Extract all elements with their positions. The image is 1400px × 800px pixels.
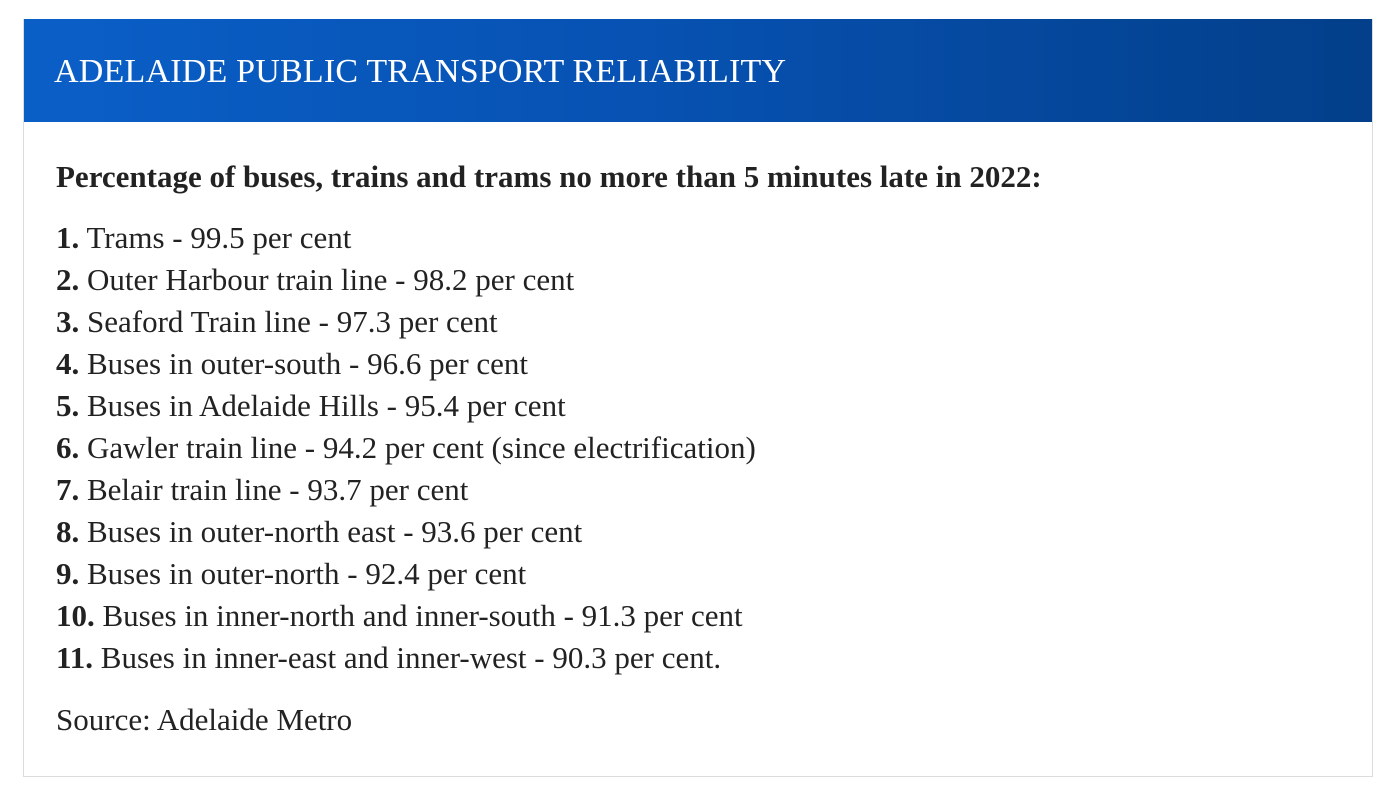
item-text: Buses in outer-north - 92.4 per cent (79, 556, 527, 591)
list-item: 2. Outer Harbour train line - 98.2 per c… (56, 259, 1340, 301)
item-number: 7. (56, 472, 80, 507)
card-title: ADELAIDE PUBLIC TRANSPORT RELIABILITY (54, 53, 787, 90)
list-item: 8. Buses in outer-north east - 93.6 per … (56, 511, 1340, 553)
list-item: 9. Buses in outer-north - 92.4 per cent (56, 553, 1340, 595)
intro-text: Percentage of buses, trains and trams no… (56, 159, 1042, 194)
item-text: Buses in Adelaide Hills - 95.4 per cent (79, 388, 566, 423)
list-item: 7. Belair train line - 93.7 per cent (56, 469, 1340, 511)
item-number: 10. (56, 598, 95, 633)
item-number: 8. (56, 514, 80, 549)
item-number: 9. (56, 556, 80, 591)
item-text: Buses in outer-south - 96.6 per cent (79, 346, 529, 381)
source-credit: Source: Adelaide Metro (56, 702, 353, 737)
item-text: Gawler train line - 94.2 per cent (since… (79, 430, 756, 465)
item-text: Seaford Train line - 97.3 per cent (79, 304, 498, 339)
item-number: 11. (56, 640, 94, 675)
list-item: 11. Buses in inner-east and inner-west -… (56, 637, 1340, 679)
item-number: 5. (56, 388, 80, 423)
item-number: 2. (56, 262, 80, 297)
item-number: 3. (56, 304, 80, 339)
list-item: 6. Gawler train line - 94.2 per cent (si… (56, 427, 1340, 469)
item-text: Outer Harbour train line - 98.2 per cent (79, 262, 575, 297)
item-text: Trams - 99.5 per cent (79, 220, 352, 255)
list-item: 5. Buses in Adelaide Hills - 95.4 per ce… (56, 385, 1340, 427)
item-text: Buses in outer-north east - 93.6 per cen… (79, 514, 583, 549)
reliability-list: 1. Trams - 99.5 per cent 2. Outer Harbou… (56, 196, 1340, 679)
list-item: 3. Seaford Train line - 97.3 per cent (56, 301, 1340, 343)
list-item: 4. Buses in outer-south - 96.6 per cent (56, 343, 1340, 385)
item-text: Buses in inner-east and inner-west - 90.… (93, 640, 722, 675)
card-body: Percentage of buses, trains and trams no… (24, 122, 1372, 741)
list-item: 1. Trams - 99.5 per cent (56, 217, 1340, 259)
item-number: 1. (56, 220, 80, 255)
item-text: Belair train line - 93.7 per cent (79, 472, 469, 507)
item-text: Buses in inner-north and inner-south - 9… (94, 598, 743, 633)
card-header: ADELAIDE PUBLIC TRANSPORT RELIABILITY (24, 19, 1372, 122)
item-number: 6. (56, 430, 80, 465)
list-item: 10. Buses in inner-north and inner-south… (56, 595, 1340, 637)
item-number: 4. (56, 346, 80, 381)
info-card: ADELAIDE PUBLIC TRANSPORT RELIABILITY Pe… (23, 19, 1373, 777)
